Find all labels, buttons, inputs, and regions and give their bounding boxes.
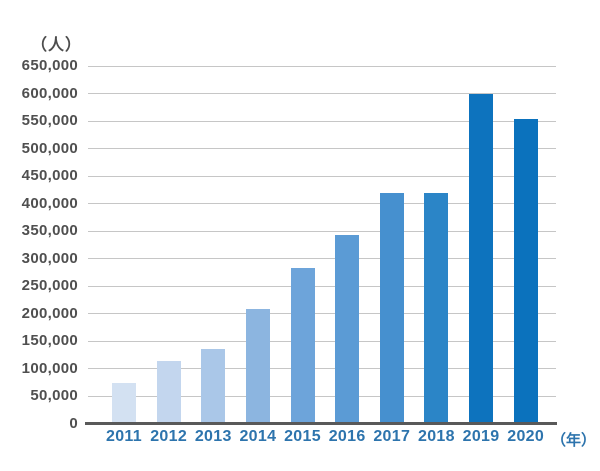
y-axis-tick-label: 50,000 [30, 387, 78, 405]
gridline [88, 65, 556, 67]
x-axis-tick-label-2012: 2012 [150, 428, 188, 445]
gridline [88, 175, 556, 177]
x-axis-tick-label-2018: 2018 [418, 428, 455, 445]
y-axis-tick-label: 200,000 [21, 304, 78, 322]
y-axis-tick-label: 150,000 [21, 332, 78, 350]
y-axis-tick-label: 400,000 [21, 194, 78, 212]
gridline [88, 313, 556, 315]
gridline [88, 258, 556, 260]
x-axis-tick-label-2016: 2016 [328, 428, 366, 445]
x-axis-tick-label-2013: 2013 [194, 428, 232, 445]
bar-2018 [424, 192, 449, 424]
x-axis-tick-label-2015: 2015 [284, 428, 321, 445]
y-axis-tick-label: 600,000 [21, 84, 78, 102]
gridline [88, 93, 556, 95]
gridline [88, 148, 556, 150]
y-axis-tick-label: 550,000 [21, 112, 78, 130]
bar-2013 [201, 348, 226, 424]
x-axis-tick-label-2019: 2019 [462, 428, 500, 445]
bar-2020 [513, 118, 538, 424]
y-axis-tick-label: 300,000 [21, 249, 78, 267]
y-axis-tick-label: 650,000 [21, 57, 78, 74]
bar-2012 [156, 360, 181, 424]
gridline [88, 203, 556, 205]
x-axis-tick-label-2011: 2011 [106, 428, 142, 445]
y-axis-tick-label: 100,000 [21, 359, 78, 377]
gridline [88, 340, 556, 342]
x-axis-tick-label-2014: 2014 [239, 428, 277, 445]
x-axis-tick-label-2017: 2017 [373, 428, 411, 445]
bar-2011 [112, 382, 136, 424]
bar-2016 [335, 235, 360, 424]
gridline [88, 120, 556, 122]
bar-2017 [379, 192, 404, 424]
gridline [88, 285, 556, 287]
gridline [88, 368, 556, 370]
y-axis-tick-label: 0 [69, 415, 78, 432]
x-axis-line [85, 422, 557, 425]
bar-2015 [290, 267, 315, 424]
y-axis-tick-label: 500,000 [21, 139, 78, 157]
bar-2019 [469, 93, 494, 424]
gridline [88, 395, 556, 397]
gridline [88, 230, 556, 232]
bar-2014 [245, 309, 270, 424]
y-axis-tick-label: 350,000 [21, 222, 78, 240]
y-axis-tick-label: 250,000 [21, 277, 78, 295]
x-axis-unit-label: （年） [551, 432, 597, 449]
x-axis-tick-label-2020: 2020 [507, 428, 545, 445]
y-axis-tick-label: 450,000 [21, 167, 78, 185]
y-axis-unit-label: （人） [31, 37, 83, 54]
